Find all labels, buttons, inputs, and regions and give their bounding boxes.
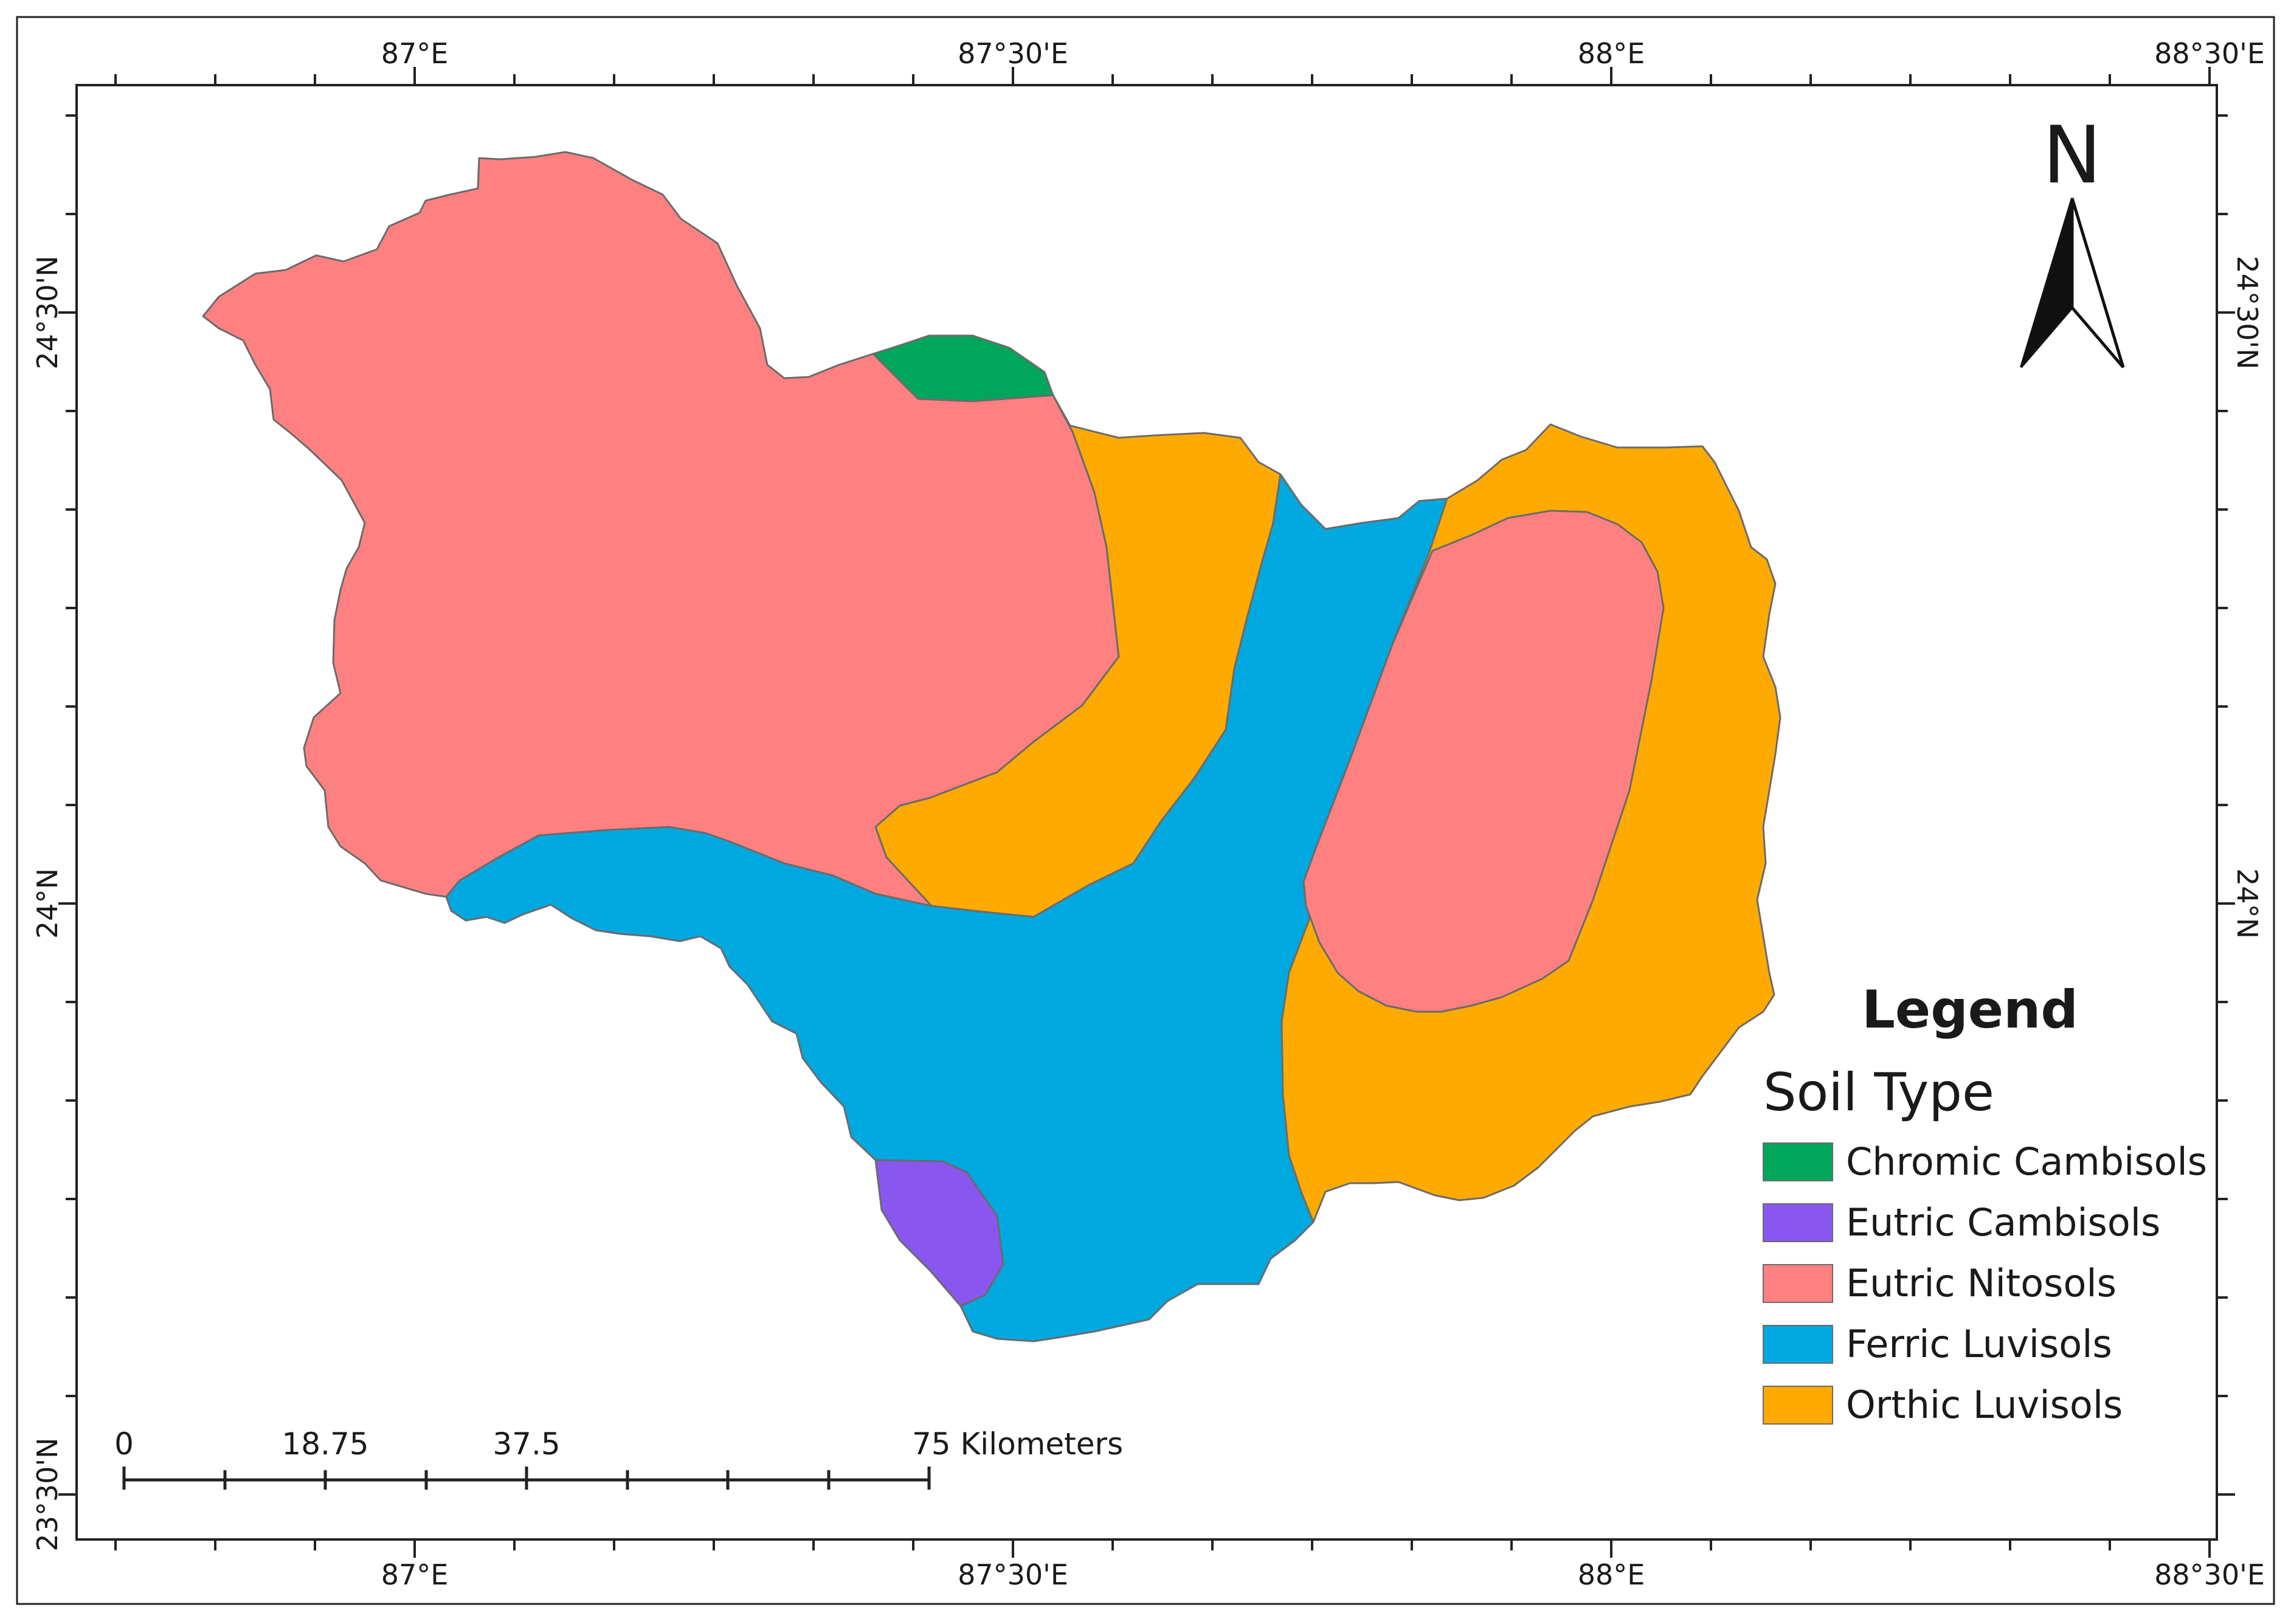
lon-label-top-87: 87°E <box>381 37 449 70</box>
legend-label-eutric-nitosols: Eutric Nitosols <box>1846 1261 2116 1305</box>
lon-label-top-88-30: 88°30'E <box>2154 37 2265 70</box>
legend-label-orthic-luvisols: Orthic Luvisols <box>1846 1383 2123 1427</box>
lon-label-bottom-88-30: 88°30'E <box>2154 1558 2265 1591</box>
lat-label-left-23-30: 23°30'N <box>31 1437 64 1551</box>
polygon-eutric-cambisols <box>874 1159 1004 1307</box>
scale-bar: 0 18.75 37.5 75 Kilometers <box>114 1426 1123 1490</box>
soil-polygons <box>202 151 1781 1342</box>
legend-swatch-ferric-luvisols <box>1763 1325 1833 1364</box>
north-arrow-label: N <box>2042 109 2101 201</box>
legend-title: Legend <box>1862 980 2078 1040</box>
lat-label-right-24: 24°N <box>2231 868 2264 939</box>
legend-subtitle: Soil Type <box>1763 1062 1994 1123</box>
lat-label-right-24-30: 24°30'N <box>2231 255 2264 369</box>
scale-label-0: 0 <box>114 1426 134 1462</box>
legend-label-chromic-cambisols: Chromic Cambisols <box>1846 1139 2207 1184</box>
legend: Legend Soil Type Chromic Cambisols Eutri… <box>1763 980 2207 1427</box>
scale-label-37-5: 37.5 <box>492 1426 560 1462</box>
outer-frame <box>16 16 2275 1605</box>
north-arrow: N <box>2020 109 2125 368</box>
legend-label-ferric-luvisols: Ferric Luvisols <box>1846 1322 2112 1366</box>
legend-swatch-eutric-cambisols <box>1763 1203 1833 1242</box>
polygon-eutric-nitosols-east <box>1302 510 1665 1013</box>
lat-label-left-24-30: 24°30'N <box>31 255 64 369</box>
graticule-ticks <box>58 67 2235 1558</box>
legend-swatch-eutric-nitosols <box>1763 1264 1833 1303</box>
legend-label-eutric-cambisols: Eutric Cambisols <box>1846 1200 2160 1245</box>
lon-label-bottom-87-30: 87°30'E <box>958 1558 1068 1591</box>
scale-label-75-km: 75 Kilometers <box>912 1426 1123 1462</box>
scale-label-18-75: 18.75 <box>282 1426 368 1462</box>
legend-swatch-chromic-cambisols <box>1763 1142 1833 1181</box>
lat-label-left-24: 24°N <box>31 868 64 939</box>
lon-label-bottom-88: 88°E <box>1578 1558 1645 1591</box>
lon-label-bottom-87: 87°E <box>381 1558 449 1591</box>
legend-swatch-orthic-luvisols <box>1763 1386 1833 1425</box>
north-arrow-right-half <box>2070 198 2125 368</box>
lon-label-top-87-30: 87°30'E <box>958 37 1068 70</box>
polygon-chromic-cambisols <box>872 334 1054 403</box>
lon-label-top-88: 88°E <box>1578 37 1645 70</box>
